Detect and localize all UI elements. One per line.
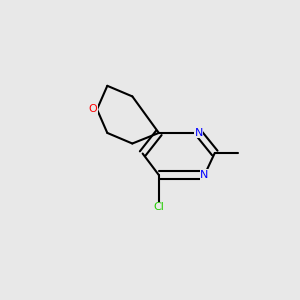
- Text: N: N: [194, 128, 203, 138]
- Text: O: O: [88, 104, 97, 114]
- Text: Cl: Cl: [153, 202, 164, 212]
- Text: N: N: [200, 170, 209, 180]
